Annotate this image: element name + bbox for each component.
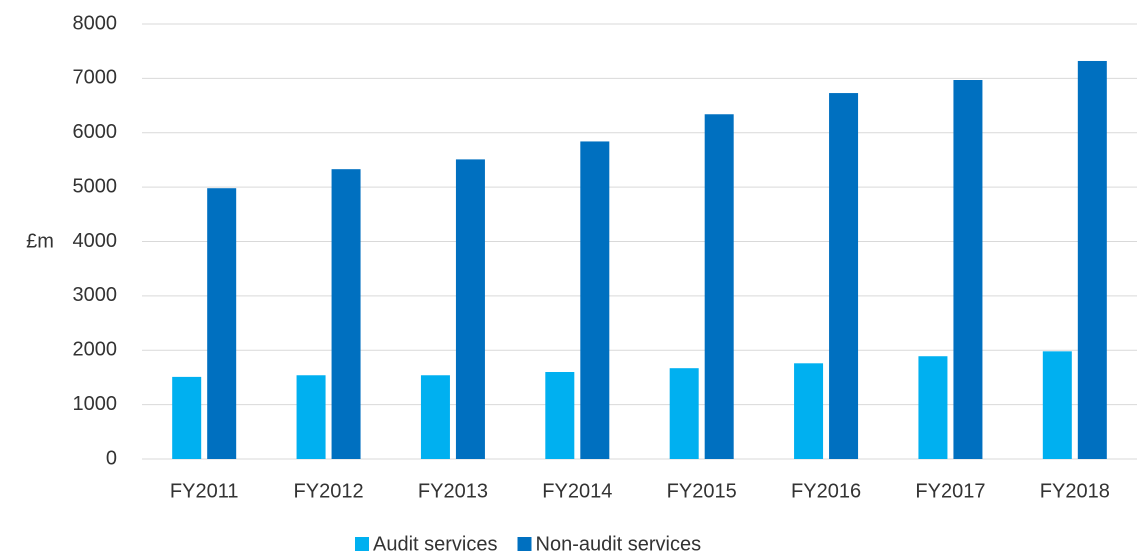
bar [829, 93, 859, 460]
y-tick-label: 4000 [73, 230, 118, 252]
y-axis-label: £m [26, 230, 54, 252]
bar [953, 80, 983, 459]
bar [1042, 351, 1072, 459]
y-tick-label: 0 [106, 447, 117, 469]
y-tick-label: 2000 [73, 339, 118, 361]
bar [918, 356, 948, 459]
bar [331, 169, 361, 459]
y-tick-label: 8000 [73, 12, 118, 34]
bar [794, 363, 824, 459]
bar [580, 141, 610, 459]
bar [296, 375, 326, 459]
y-tick-label: 5000 [73, 175, 118, 197]
x-tick-label: FY2013 [418, 480, 488, 502]
y-tick-label: 7000 [73, 67, 118, 89]
legend-swatch [355, 537, 369, 551]
y-tick-label: 3000 [73, 284, 118, 306]
bar [207, 188, 237, 459]
bar [545, 372, 575, 459]
bar [1077, 60, 1107, 459]
x-tick-label: FY2018 [1040, 480, 1110, 502]
legend-swatch [517, 537, 532, 551]
x-tick-label: FY2015 [667, 480, 737, 502]
x-tick-label: FY2016 [791, 480, 861, 502]
legend-label: Non-audit services [536, 533, 702, 554]
bar [420, 375, 450, 459]
legend-label: Audit services [373, 533, 498, 554]
x-tick-label: FY2014 [542, 480, 612, 502]
x-tick-label: FY2011 [170, 480, 239, 502]
bar [704, 114, 734, 459]
bar [669, 368, 699, 459]
bar [172, 376, 202, 459]
x-tick-label: FY2012 [294, 480, 364, 502]
y-tick-label: 1000 [73, 393, 118, 415]
x-tick-label: FY2017 [915, 480, 985, 502]
bar [455, 159, 485, 460]
y-tick-label: 6000 [73, 121, 118, 143]
